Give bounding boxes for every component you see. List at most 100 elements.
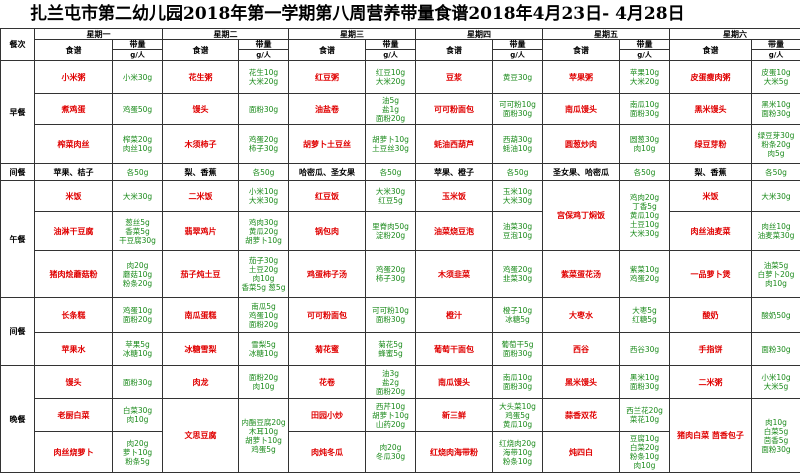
amount-line: 香菜5g 葱5g [241,283,286,292]
dish-name: 可可粉面包 [415,93,493,125]
amount-line: 小米10g [761,373,791,382]
day-header: 星期四 [415,28,543,40]
dish-amount: 鸡蛋20g 韭菜30g [492,250,543,298]
amount-column-header: 带量 [238,39,289,50]
amount-line: 木耳10g [248,426,279,436]
amount-line: 大米5g [763,382,789,391]
dish-amount: 面粉30g [112,365,163,399]
food-column-header: 食谱 [34,39,113,61]
amount-line: 菜花10g [629,415,660,424]
dish-amount: 黄豆30g [492,60,543,94]
amount-line: 黄瓜10g [502,419,533,429]
dish-name: 黑米馒头 [542,365,620,399]
dish-amount: 肉10g 白菜5g 茴香5g 面粉30g [751,398,800,473]
dish-name: 油盐卷 [288,93,366,125]
dish-amount: 苹果10g 大米20g [619,60,670,94]
amount-line: 油菜5g [763,260,789,270]
amount-line: 黄瓜10g [629,211,660,220]
dish-name: 橙汁 [415,297,493,333]
amount-line: 肉10g [633,461,656,470]
dish-name: 翡翠鸡片 [162,211,239,251]
amount-line: 红糖5g [632,315,657,324]
amount-line: 可可粉10g [499,100,536,109]
amount-line: 面粉30g [629,382,660,391]
dish-amount: 肉20g 蘑菇10g 粉条20g [112,250,163,298]
dish-amount: 圆葱30g 肉10g [619,124,670,164]
dish-amount: 油5g 盐1g 面粉20g [365,93,416,125]
amount-line: 土豆20g [248,265,279,274]
amount-line: 豆腐10g [629,434,660,443]
dish-amount: 面粉30g [238,93,289,125]
meal-label: 间餐 [0,297,35,366]
amount-line: 黑米10g [629,373,660,382]
amount-line: 面粉20g [248,319,279,329]
amount-line: 鸡蛋50g [122,104,153,114]
amount-line: 内酯豆腐20g [241,417,286,427]
dish-name: 红豆饭 [288,180,366,212]
amount-line: 面粉30g [122,377,153,387]
dish-name: 西谷 [542,332,620,366]
dish-name: 一品萝卜煲 [669,250,752,298]
amount-line: 面粉30g [248,104,279,114]
amount-line: 干豆腐30g [119,235,156,245]
amount-line: 丁香5g [632,202,657,211]
amount-line: 圆葱30g [629,135,660,144]
amount-line: 香菜5g [125,226,150,236]
amount-line: 韭菜30g [502,274,533,283]
dish-name: 木须柿子 [162,124,239,164]
amount-line: 冰糖10g [122,349,153,358]
dish-name: 锅包肉 [288,211,366,251]
dish-name: 榨菜肉丝 [34,124,113,164]
dish-name: 圆葱炒肉 [542,124,620,164]
dish-amount: 鸡蛋50g [112,93,163,125]
amount-line: 冰糖10g [248,349,279,358]
dish-amount: 玉米10g 大米30g [492,180,543,212]
dish-amount: 花生10g 大米20g [238,60,289,94]
dish-name: 红烧肉海带粉 [415,431,493,473]
amount-line: 油5g [381,95,400,105]
amount-line: 西葫30g [502,135,533,144]
amount-line: 肉5g [767,148,785,158]
amount-line: 鸡蛋5g [251,444,276,454]
dish-name: 小米粥 [34,60,113,94]
food-column-header: 食谱 [162,39,239,61]
amount-line: 红烧肉20g [499,438,536,448]
dish-amount: 西谷30g [619,332,670,366]
amount-line: 面粉20g [248,373,279,382]
dish-amount: 各50g [238,163,289,181]
amount-line: 西芹10g [375,401,406,411]
amount-line: 肉10g [252,382,275,391]
dish-amount: 红豆10g 大米20g [365,60,416,94]
amount-line: 油3g [381,368,400,378]
amount-line: 各50g [126,167,149,177]
amount-line: 肉20g [126,438,149,448]
amount-line: 肉丝10g [761,222,791,231]
dish-name: 红豆粥 [288,60,366,94]
dish-name: 长条糕 [34,297,113,333]
unit-label: g/人 [112,49,163,61]
dish-name: 葡萄干面包 [415,332,493,366]
amount-line: 肉10g [252,274,275,283]
dish-amount: 里脊肉50g 淀粉20g [365,211,416,251]
amount-line: 大米30g [502,196,533,205]
dish-name: 梨、香蕉 [162,163,239,181]
dish-name: 田园小炒 [288,398,366,432]
amount-line: 柿子30g [375,274,406,283]
amount-line: 白菜30g [122,406,153,415]
dish-name: 茄子炖土豆 [162,250,239,298]
amount-line: 大米30g [375,187,406,196]
amount-line: 海带10g [502,447,533,457]
dish-name: 南瓜馒头 [415,365,493,399]
amount-line: 白菜20g [629,443,660,452]
dish-name: 皮蛋瘦肉粥 [669,60,752,94]
amount-line: 大米20g [375,77,406,86]
dish-name: 馒头 [34,365,113,399]
amount-line: 鸡蛋20g [375,265,406,274]
dish-name: 黑米馒头 [669,93,752,125]
dish-name: 肉龙 [162,365,239,399]
dish-amount: 面粉30g [751,332,800,366]
amount-line: 南瓜10g [502,373,533,382]
dish-name: 梨、香蕉 [669,163,752,181]
amount-line: 苹果5g [125,340,150,349]
dish-amount: 西兰花20g 菜花10g [619,398,670,432]
